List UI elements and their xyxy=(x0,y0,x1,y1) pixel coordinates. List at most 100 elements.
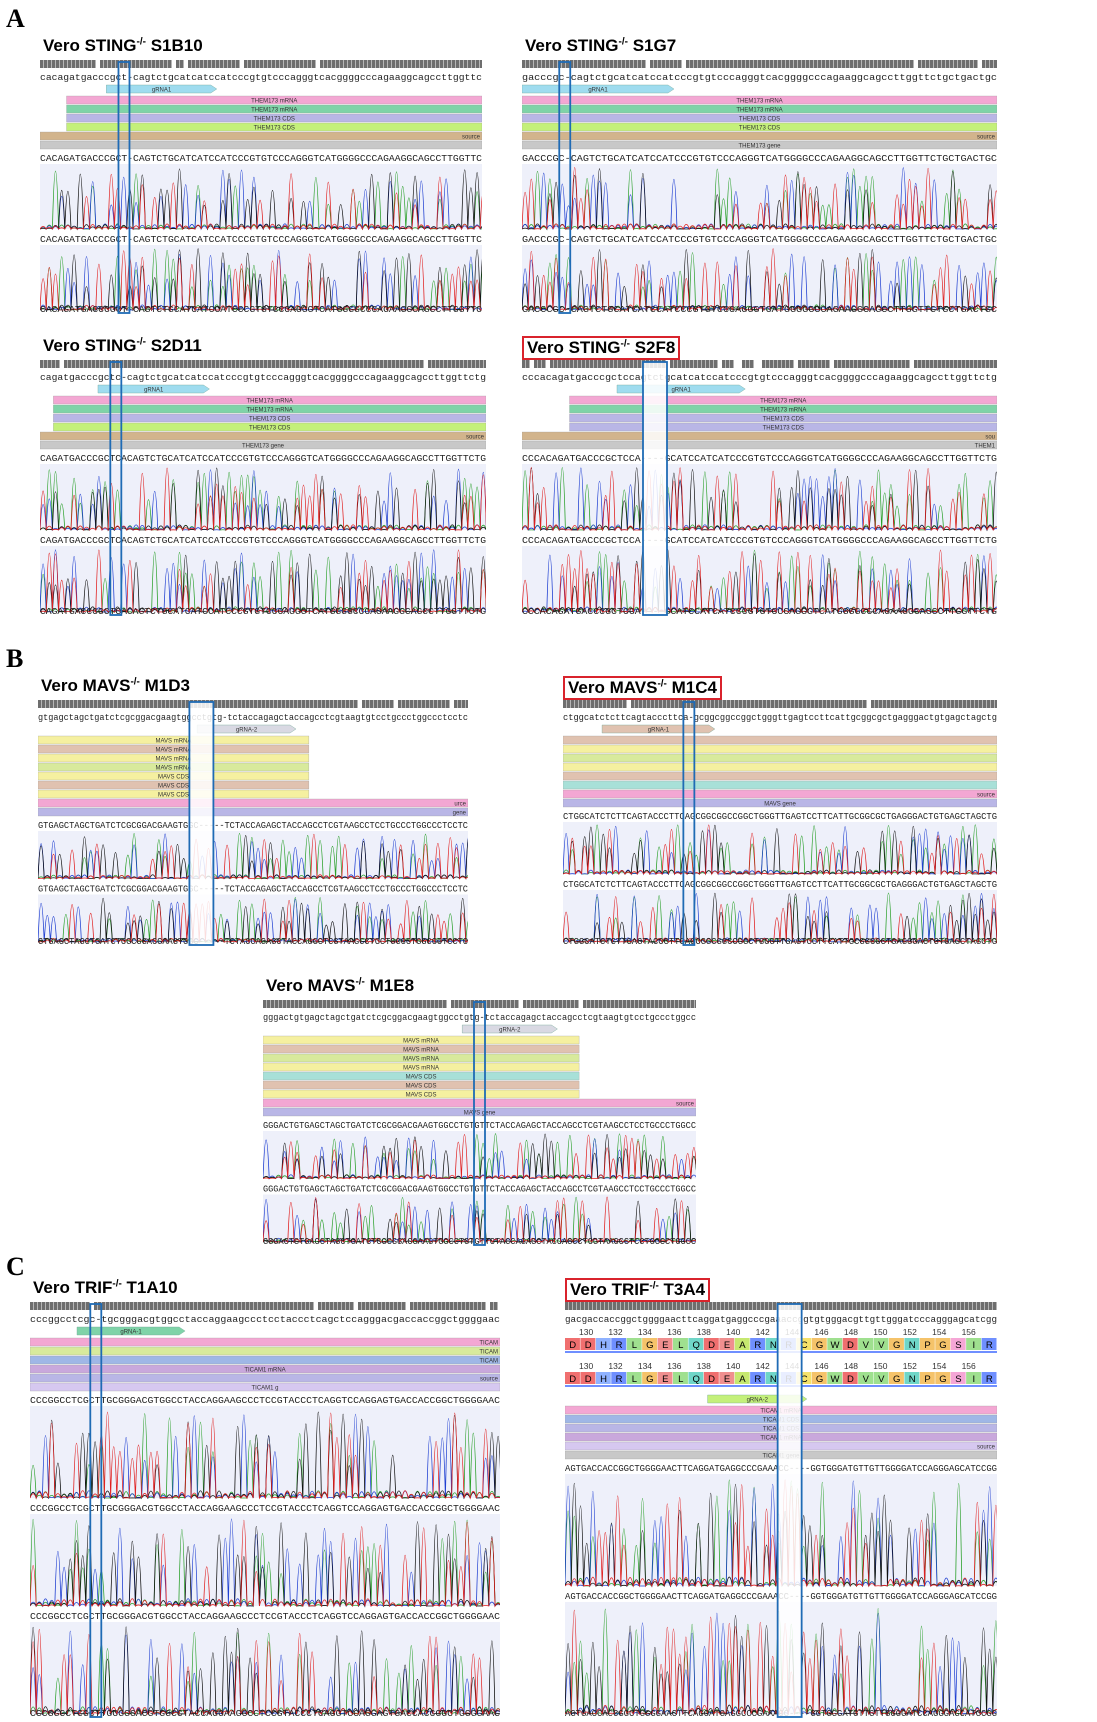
annotation-feature: source xyxy=(30,1373,500,1383)
annotation-feature: THEM173 CDS xyxy=(53,422,486,432)
panel-sting-s1g7: Vero STING-/- S1G7 gacccgc-cagtctgcatcatc… xyxy=(522,36,997,314)
aa-residue: V xyxy=(878,1374,885,1385)
annotation-feature: MAVS mRNA xyxy=(263,1053,580,1063)
aa-position-number: 152 xyxy=(903,1327,917,1337)
base-trace xyxy=(522,549,997,614)
annotation-feature: source xyxy=(40,431,486,441)
read-sequence: GGGACTGTGAGCTAGCTGATCTCGCGGACGAAGTGGCCTG… xyxy=(263,1120,696,1131)
title-gene: Vero STING xyxy=(43,36,137,55)
aa-residue: A xyxy=(739,1374,746,1385)
base-trace xyxy=(40,552,486,614)
chromatogram-trace xyxy=(40,164,482,231)
feature-label: THEM173 mRNA xyxy=(736,108,782,114)
title-genotype: -/- xyxy=(136,36,146,48)
aa-position-number: 140 xyxy=(726,1361,740,1371)
feature-label: MAVS mRNA xyxy=(403,1039,439,1045)
annotation-feature: source xyxy=(263,1098,696,1108)
chromatogram-figure: cccggcctcgc-tgcgggacgtggcctaccaggaagccct… xyxy=(30,1302,500,1718)
grna-feature: gRNA1 xyxy=(522,84,675,94)
reference-sequence: ctggcatctcttcagtacccttca-gcggcggccggctgg… xyxy=(563,712,997,723)
aa-residue: G xyxy=(646,1340,653,1351)
title-gene: Vero STING xyxy=(527,338,621,357)
indel-highlight-box xyxy=(188,701,215,946)
read-sequence: GTGAGCTAGCTGATCTCGCGGACGAAGTGGC-----TCTA… xyxy=(38,936,468,946)
annotation-feature: sou xyxy=(522,431,997,441)
annotation-feature xyxy=(563,735,997,745)
aa-residue: R xyxy=(986,1374,993,1385)
feature-label: gRNA1 xyxy=(671,388,691,394)
aa-position-number: 130 xyxy=(579,1361,593,1371)
reference-sequence: cccggcctcgc-tgcgggacgtggcctaccaggaagccct… xyxy=(30,1314,500,1325)
panel-sting-s2f8: Vero STING-/- S2F8 cccacagatgacccgctccagt… xyxy=(522,336,997,616)
aa-position-number: 130 xyxy=(579,1327,593,1337)
feature-label: MAVS mRNA xyxy=(155,766,191,772)
feature-label: urce xyxy=(454,802,466,808)
aa-position-number: 142 xyxy=(756,1361,770,1371)
aa-position-number: 154 xyxy=(932,1361,946,1371)
feature-annotations: gRNA-2 MAVS mRNA MAVS mRNA MAVS mRNA MAVS mR… xyxy=(38,724,468,817)
feature-label: MAVS CDS xyxy=(406,1084,437,1090)
title-clone: S1G7 xyxy=(627,36,677,55)
title-genotype: -/- xyxy=(136,336,146,348)
feature-label: MAVS CDS xyxy=(158,793,189,799)
title-gene: Vero MAVS xyxy=(568,678,658,697)
base-trace xyxy=(40,549,486,614)
aa-residue: A xyxy=(739,1340,746,1351)
feature-label: THEM173 CDS xyxy=(763,426,804,432)
aa-residue: D xyxy=(569,1374,576,1385)
coverage-bar xyxy=(563,700,997,708)
aa-residue: G xyxy=(893,1374,900,1385)
title-clone: S2F8 xyxy=(629,338,676,357)
title-clone: T3A4 xyxy=(658,1280,706,1299)
chromatogram-trace xyxy=(40,546,486,614)
indel-highlight-box xyxy=(109,361,123,616)
aa-residue: E xyxy=(662,1374,668,1385)
feature-label: gRNA-2 xyxy=(499,1028,521,1034)
feature-label: gRNA1 xyxy=(152,88,172,94)
chromatogram-trace xyxy=(263,1131,696,1181)
grna-feature: gRNA1 xyxy=(616,384,746,394)
feature-label: TICAM xyxy=(479,1341,498,1347)
feature-annotations: gRNA1 THEM173 mRNA THEM173 mRNA THEM173 CDS… xyxy=(40,384,486,450)
title-gene: Vero MAVS xyxy=(41,676,131,695)
annotation-feature: THEM173 CDS xyxy=(53,413,486,423)
annotation-feature xyxy=(563,780,997,790)
chromatogram-trace xyxy=(30,1514,500,1608)
aa-position-number: 154 xyxy=(932,1327,946,1337)
aa-residue: G xyxy=(816,1340,823,1351)
annotation-feature xyxy=(563,753,997,763)
aa-residue: D xyxy=(708,1340,715,1351)
base-trace xyxy=(30,1628,500,1716)
aa-residue: Q xyxy=(692,1340,699,1351)
title-genotype: -/- xyxy=(620,338,630,350)
base-trace xyxy=(522,248,997,312)
feature-label: source xyxy=(977,793,996,799)
grna-feature: gRNA-1 xyxy=(76,1326,186,1336)
feature-label: source xyxy=(466,435,485,441)
panel-title: Vero MAVS-/- M1C4 xyxy=(563,676,722,700)
aa-position-number: 156 xyxy=(962,1361,976,1371)
grna-feature: gRNA-2 xyxy=(461,1024,558,1034)
indel-highlight-box xyxy=(682,701,696,946)
feature-label: MAVS mRNA xyxy=(155,748,191,754)
aa-residue: L xyxy=(632,1340,637,1351)
feature-label: THEM173 CDS xyxy=(763,417,804,423)
coverage-bar xyxy=(565,1302,997,1310)
panel-mavs-m1c4: Vero MAVS-/- M1C4 ctggcatctcttcagtacccttc… xyxy=(563,676,997,946)
coverage-bar xyxy=(38,700,468,708)
aa-residue: L xyxy=(678,1340,683,1351)
feature-label: MAVS gene xyxy=(464,1111,496,1117)
aa-residue: L xyxy=(678,1374,683,1385)
read-sequence: CCCGGCCTCGCTTGCGGGACGTGGCCTACCAGGAAGCCCT… xyxy=(30,1611,500,1622)
annotation-feature xyxy=(563,762,997,772)
reference-sequence: cacagatgacccgct-cagtctgcatcatccatcccgtgt… xyxy=(40,72,482,83)
feature-label: MAVS mRNA xyxy=(403,1057,439,1063)
annotation-feature: MAVS mRNA xyxy=(38,735,310,745)
aa-residue: G xyxy=(939,1340,946,1351)
annotation-feature: MAVS mRNA xyxy=(38,744,310,754)
feature-label: THEM1 xyxy=(975,444,996,450)
feature-label: gRNA-2 xyxy=(236,728,258,734)
chromatogram-figure: cagatgacccgctc-cagtctgcatcatccatcccgtgtc… xyxy=(40,360,486,616)
chromatogram-trace xyxy=(30,1406,500,1500)
title-clone: M1E8 xyxy=(364,976,415,995)
